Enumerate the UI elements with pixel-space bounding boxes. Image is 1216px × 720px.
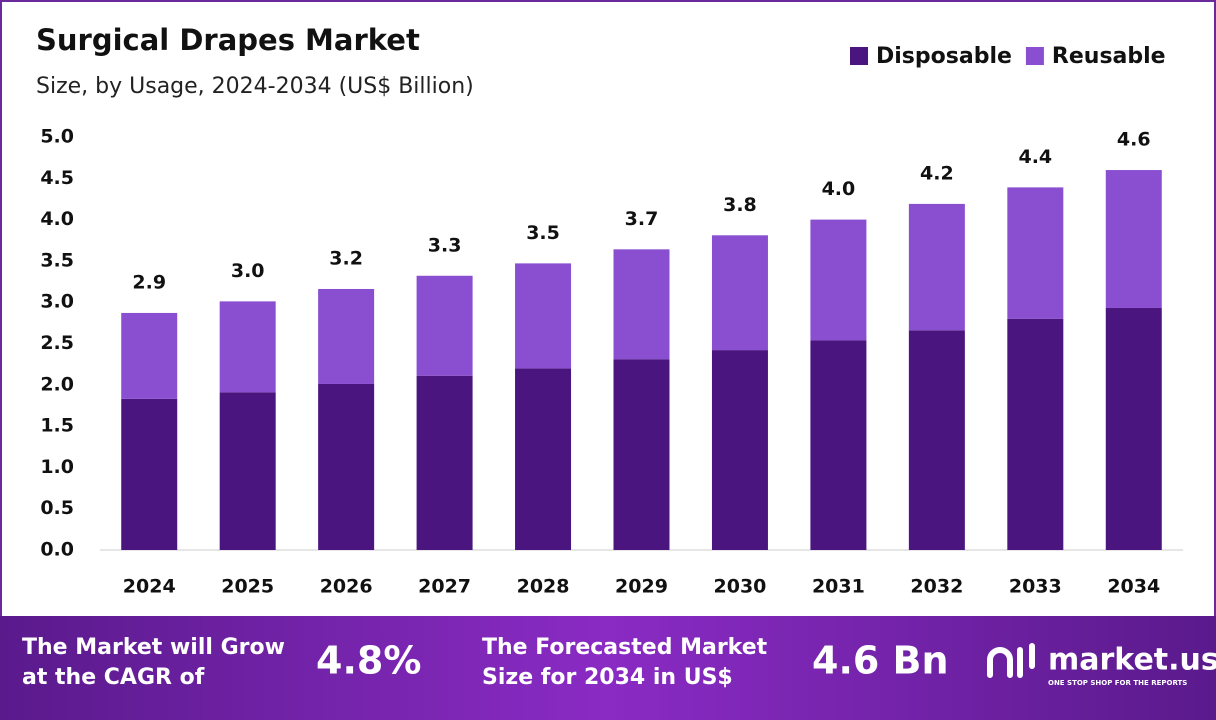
footer-banner	[0, 616, 1216, 720]
total-label: 3.0	[231, 260, 265, 282]
y-tick-label: 4.0	[40, 208, 74, 230]
bar-segment	[810, 219, 867, 341]
x-tick-label: 2029	[615, 576, 668, 598]
y-tick-label: 1.0	[40, 456, 74, 478]
tagline: ONE STOP SHOP FOR THE REPORTS	[1048, 679, 1187, 687]
total-label: 3.5	[526, 222, 560, 244]
footer-text: Size for 2034 in US$	[482, 665, 733, 690]
total-label: 3.2	[329, 247, 363, 269]
size-value: 4.6 Bn	[812, 639, 949, 683]
bar-segment	[515, 263, 572, 369]
footer-text: at the CAGR of	[22, 665, 205, 690]
x-tick-label: 2031	[812, 576, 865, 598]
chart-title: Surgical Drapes Market	[36, 23, 420, 57]
bar-segment	[711, 350, 768, 550]
bar-segment	[318, 383, 375, 550]
bar-segment	[219, 301, 276, 393]
bar-segment	[121, 312, 178, 399]
bar-segment	[121, 398, 178, 550]
y-tick-label: 2.5	[40, 332, 74, 354]
bar-segment	[416, 375, 473, 550]
bar-segment	[711, 235, 768, 351]
total-label: 4.6	[1117, 129, 1151, 151]
y-tick-label: 1.5	[40, 415, 74, 437]
x-tick-label: 2026	[320, 576, 373, 598]
x-tick-label: 2024	[123, 576, 176, 598]
legend-swatch	[1025, 47, 1044, 65]
y-tick-label: 3.0	[40, 291, 74, 313]
bar-segment	[318, 288, 375, 384]
bar-segment	[1007, 187, 1064, 319]
legend-label: Reusable	[1052, 44, 1166, 69]
legend-swatch	[850, 47, 868, 65]
total-label: 4.2	[920, 162, 954, 184]
logo: market.us	[1048, 643, 1216, 678]
chart-subtitle: Size, by Usage, 2024-2034 (US$ Billion)	[36, 74, 474, 99]
x-tick-label: 2030	[714, 576, 767, 598]
total-label: 3.3	[428, 234, 462, 256]
total-label: 4.4	[1018, 146, 1052, 168]
y-tick-label: 4.5	[40, 167, 74, 189]
x-tick-label: 2032	[910, 576, 963, 598]
logo-icon	[987, 643, 1035, 678]
bar-segment	[810, 340, 867, 550]
y-tick-label: 0.0	[40, 539, 74, 561]
bar-segment	[908, 203, 965, 331]
total-label: 2.9	[132, 271, 166, 293]
x-tick-label: 2028	[517, 576, 570, 598]
bar-segment	[1105, 307, 1162, 550]
y-tick-label: 3.5	[40, 249, 74, 271]
total-label: 3.7	[625, 208, 659, 230]
x-tick-label: 2027	[418, 576, 471, 598]
x-tick-label: 2033	[1009, 576, 1062, 598]
x-tick-label: 2034	[1107, 576, 1160, 598]
footer-text: The Market will Grow	[22, 635, 285, 660]
y-tick-label: 2.0	[40, 373, 74, 395]
x-tick-label: 2025	[221, 576, 274, 598]
bar-segment	[613, 359, 670, 550]
bar-segment	[1007, 318, 1064, 550]
y-tick-label: 0.5	[40, 497, 74, 519]
bar-segment	[219, 392, 276, 550]
bar-segment	[613, 249, 670, 360]
legend-label: Disposable	[876, 44, 1012, 69]
total-label: 4.0	[822, 178, 856, 200]
bar-segment	[1105, 170, 1162, 308]
bar-segment	[416, 275, 473, 376]
cagr-value: 4.8%	[316, 639, 421, 683]
bar-segment	[908, 330, 965, 550]
total-label: 3.8	[723, 194, 757, 216]
footer-text: The Forecasted Market	[482, 635, 768, 660]
bar-segment	[515, 368, 572, 550]
y-tick-label: 5.0	[40, 126, 74, 148]
